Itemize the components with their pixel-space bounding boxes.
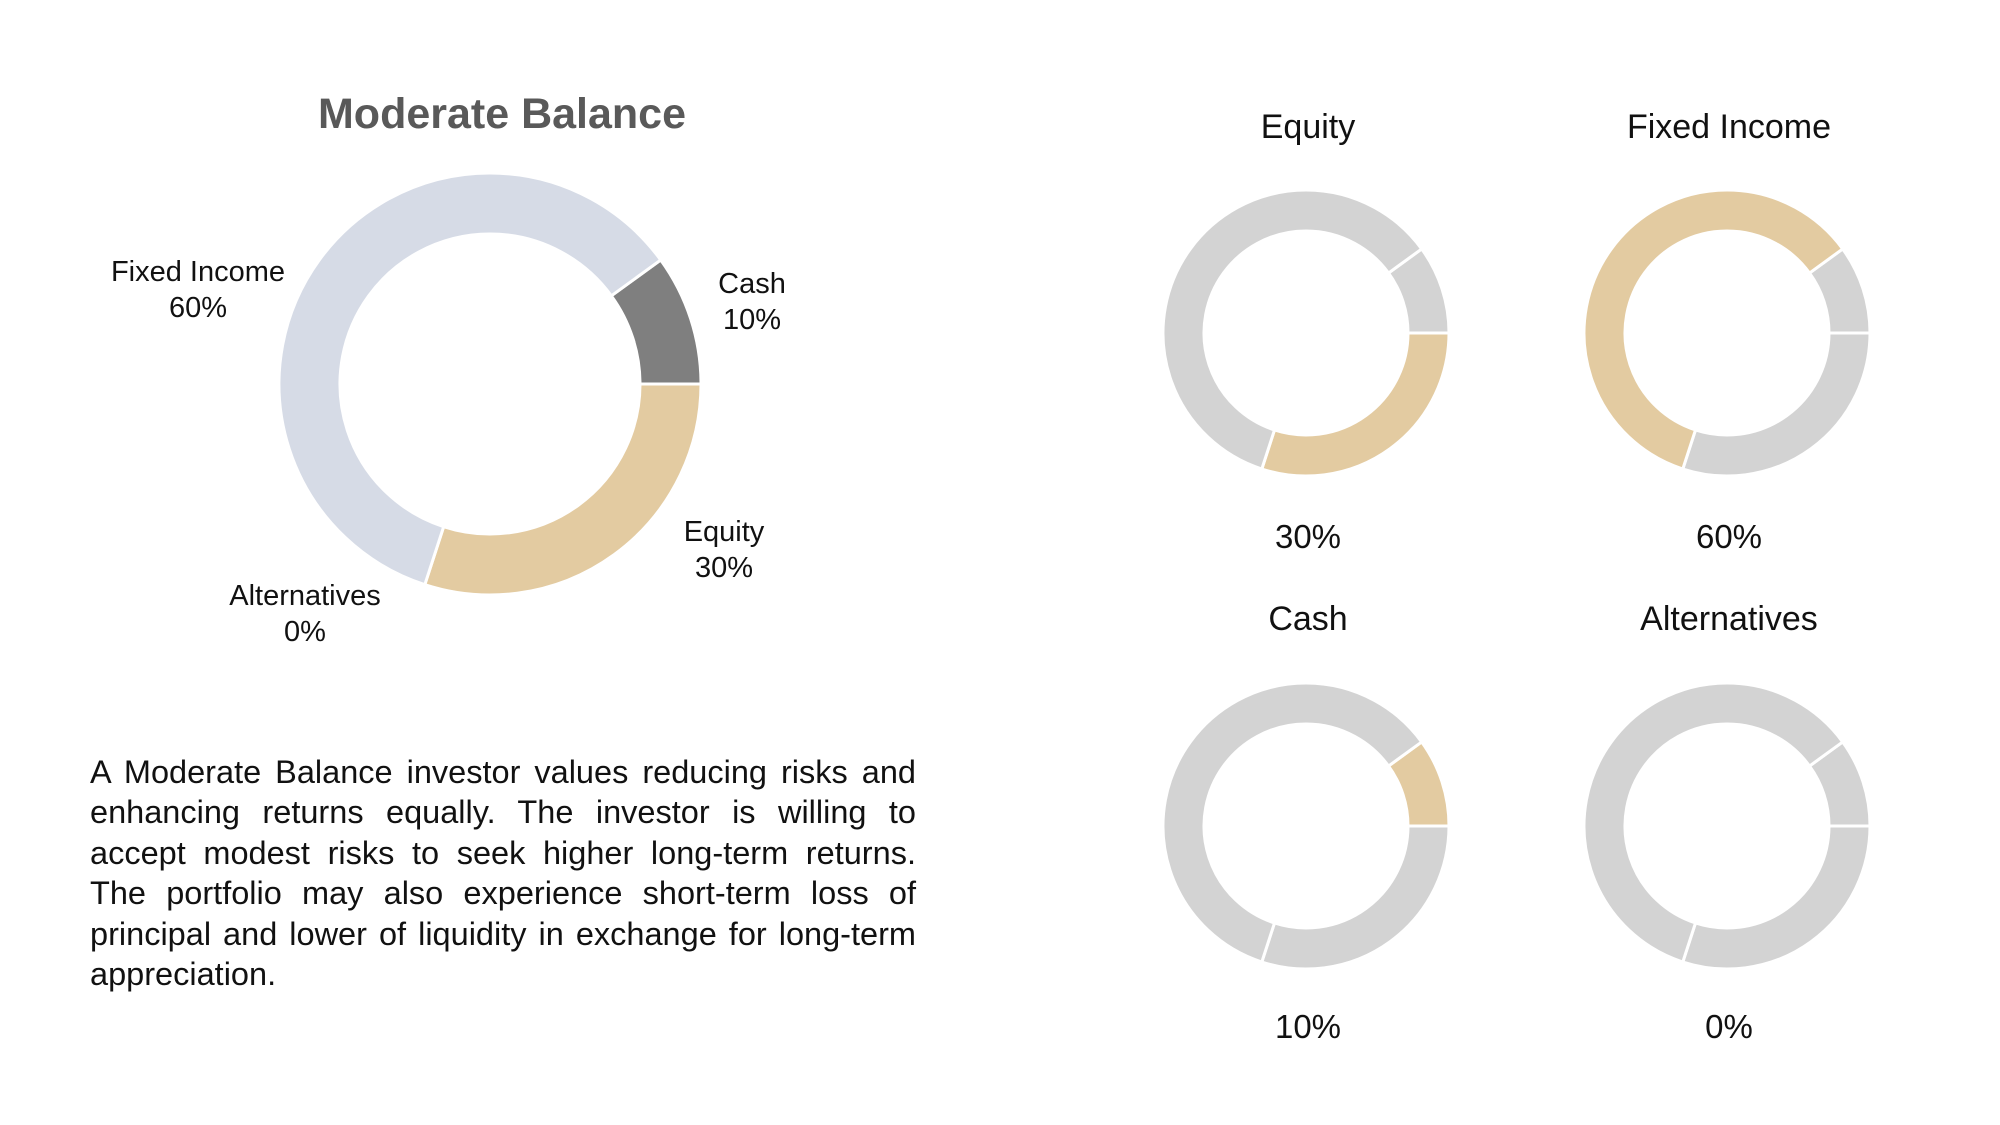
main-chart-title: Moderate Balance — [317, 90, 687, 138]
label-equity-name: Equity — [683, 516, 765, 548]
label-fixed-income-name: Fixed Income — [110, 256, 286, 288]
mini-value-equity: 30% — [1274, 518, 1342, 555]
mini-4-segment-4 — [1582, 681, 1845, 964]
label-alternatives-value: 0% — [284, 616, 326, 648]
label-fixed-income: Fixed Income 60% — [78, 254, 318, 326]
mini-2-segment-2 — [1680, 331, 1872, 478]
slice-equity — [422, 382, 703, 597]
mini-1-segment-2 — [1259, 331, 1451, 478]
label-alternatives-name: Alternatives — [229, 580, 381, 612]
mini-value-fixed-income: 60% — [1695, 518, 1763, 555]
mini-title-cash: Cash — [1268, 600, 1348, 638]
profile-description: A Moderate Balance investor values reduc… — [90, 754, 916, 993]
label-cash-name: Cash — [718, 268, 786, 300]
mini-2-segment-4 — [1582, 188, 1845, 471]
label-equity-value: 30% — [694, 552, 754, 584]
label-fixed-income-value: 60% — [168, 292, 228, 324]
slice-fixed-income — [277, 171, 663, 587]
mini-1-segment-4 — [1161, 188, 1424, 471]
mini-3-segment-4 — [1161, 681, 1424, 964]
mini-value-alternatives: 0% — [1705, 1008, 1753, 1045]
label-cash-value: 10% — [722, 304, 782, 336]
mini-4-segment-2 — [1680, 824, 1872, 971]
label-equity: Equity 30% — [604, 514, 844, 586]
mini-value-cash: 10% — [1274, 1008, 1342, 1045]
mini-title-equity: Equity — [1260, 108, 1356, 146]
mini-title-alternatives: Alternatives — [1640, 600, 1818, 638]
mini-3-segment-2 — [1259, 824, 1451, 971]
mini-title-fixed-income: Fixed Income — [1626, 108, 1832, 146]
label-alternatives: Alternatives 0% — [185, 578, 425, 650]
label-cash: Cash 10% — [632, 266, 872, 338]
